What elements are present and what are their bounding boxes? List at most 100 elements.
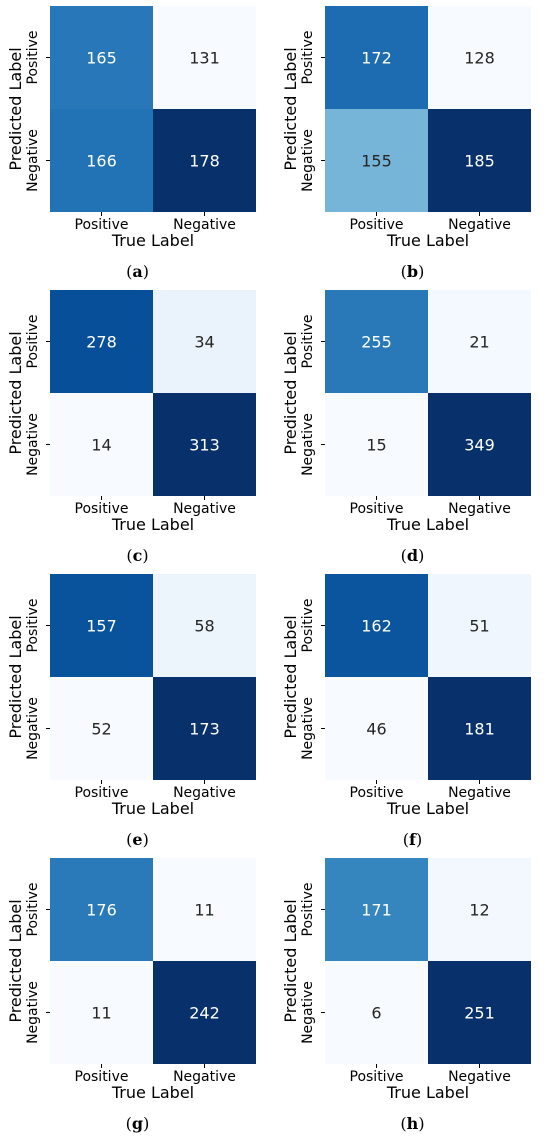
heatmap-cell [428,109,531,212]
y-axis-title: Predicted Label [6,899,25,1022]
cell-value-label: 251 [464,1004,495,1023]
panel-caption: (h) [400,1114,425,1133]
cell-value-label: 46 [366,720,386,739]
x-tick-label: Negative [448,501,511,517]
x-tick-label: Negative [173,785,236,801]
x-axis-title: True Label [386,515,469,534]
heatmap-cell [428,961,531,1064]
y-axis-title: Predicted Label [6,331,25,454]
y-tick-label: Negative [300,697,316,760]
x-axis-title: True Label [111,799,194,818]
x-tick-label: Negative [448,1069,511,1085]
x-axis-title: True Label [111,1083,194,1102]
x-tick-label: Positive [75,785,129,801]
panel-caption: (f) [402,830,423,849]
x-tick-label: Positive [350,1069,404,1085]
cell-value-label: 157 [86,617,117,636]
heatmap-cell [325,574,428,677]
heatmap-cell [428,858,531,961]
y-axis-title: Predicted Label [281,615,300,738]
heatmap-cell [50,677,153,780]
confusion-matrix-panel: 157 58 52 173 Positive Negative Positive Negati… [0,568,275,854]
panel-caption: (b) [400,262,425,281]
x-tick-label: Positive [350,501,404,517]
y-axis-title: Predicted Label [6,615,25,738]
cell-value-label: 171 [361,901,392,920]
heatmap-cell [428,393,531,496]
cell-value-label: 176 [86,901,117,920]
y-tick-label: Negative [300,981,316,1044]
x-axis-title: True Label [386,1083,469,1102]
heatmap-cell [325,858,428,961]
cell-value-label: 12 [469,901,489,920]
y-tick-label: Positive [300,31,316,85]
cell-value-label: 185 [464,152,495,171]
cell-value-label: 165 [86,49,117,68]
y-tick-label: Positive [25,31,41,85]
heatmap-cell [153,677,256,780]
x-tick-label: Negative [448,217,511,233]
panel-caption: (a) [126,262,149,281]
cell-value-label: 131 [189,49,220,68]
heatmap-cell [50,858,153,961]
heatmap-cell [50,961,153,1064]
y-tick-label: Positive [300,599,316,653]
cell-value-label: 242 [189,1004,220,1023]
cell-value-label: 14 [91,436,111,455]
y-tick-label: Positive [25,315,41,369]
cell-value-label: 58 [194,617,214,636]
heatmap-cell [325,677,428,780]
heatmap-cell [50,574,153,677]
heatmap-cell [153,961,256,1064]
cell-value-label: 172 [361,49,392,68]
cell-value-label: 21 [469,333,489,352]
heatmap-cell [325,290,428,393]
heatmap-svg: 176 11 11 242 Positive Negative Positive Negati… [6,858,256,1102]
confusion-matrix-panel: 162 51 46 181 Positive Negative Positive Negati… [275,568,550,854]
cell-value-label: 313 [189,436,220,455]
heatmap-cell [428,6,531,109]
cell-value-label: 52 [91,720,111,739]
y-tick-label: Negative [300,129,316,192]
confusion-matrix-panel: 176 11 11 242 Positive Negative Positive Negati… [0,852,275,1138]
x-tick-label: Positive [75,1069,129,1085]
x-axis-title: True Label [386,799,469,818]
cell-value-label: 6 [371,1004,381,1023]
heatmap-svg: 157 58 52 173 Positive Negative Positive Negati… [6,574,256,818]
heatmap-svg: 278 34 14 313 Positive Negative Positive Negati… [6,290,256,534]
confusion-matrix-panel: 278 34 14 313 Positive Negative Positive Negati… [0,284,275,570]
heatmap-svg: 171 12 6 251 Positive Negative Positive Negativ… [281,858,531,1102]
x-tick-label: Positive [350,785,404,801]
cell-value-label: 178 [189,152,220,171]
heatmap-cell [153,290,256,393]
cell-value-label: 11 [194,901,214,920]
panel-caption: (g) [125,1114,150,1133]
x-tick-label: Positive [75,217,129,233]
confusion-matrix-panel: 172 128 155 185 Positive Negative Positive Nega… [275,0,550,286]
heatmap-cell [153,574,256,677]
heatmap-cell [325,6,428,109]
cell-value-label: 128 [464,49,495,68]
heatmap-cell [153,393,256,496]
cell-value-label: 278 [86,333,117,352]
heatmap-cell [153,858,256,961]
heatmap-cell [325,393,428,496]
y-tick-label: Positive [25,883,41,937]
x-axis-title: True Label [111,515,194,534]
cell-value-label: 11 [91,1004,111,1023]
cell-value-label: 15 [366,436,386,455]
x-tick-label: Negative [448,785,511,801]
cell-value-label: 162 [361,617,392,636]
cell-value-label: 51 [469,617,489,636]
y-tick-label: Positive [300,883,316,937]
cell-value-label: 173 [189,720,220,739]
x-tick-label: Negative [173,1069,236,1085]
x-tick-label: Negative [173,217,236,233]
panel-caption: (e) [126,830,149,849]
cell-value-label: 349 [464,436,495,455]
y-tick-label: Negative [25,697,41,760]
heatmap-svg: 172 128 155 185 Positive Negative Positive Nega… [281,6,531,250]
x-axis-title: True Label [111,231,194,250]
y-tick-label: Negative [25,981,41,1044]
y-tick-label: Positive [300,315,316,369]
